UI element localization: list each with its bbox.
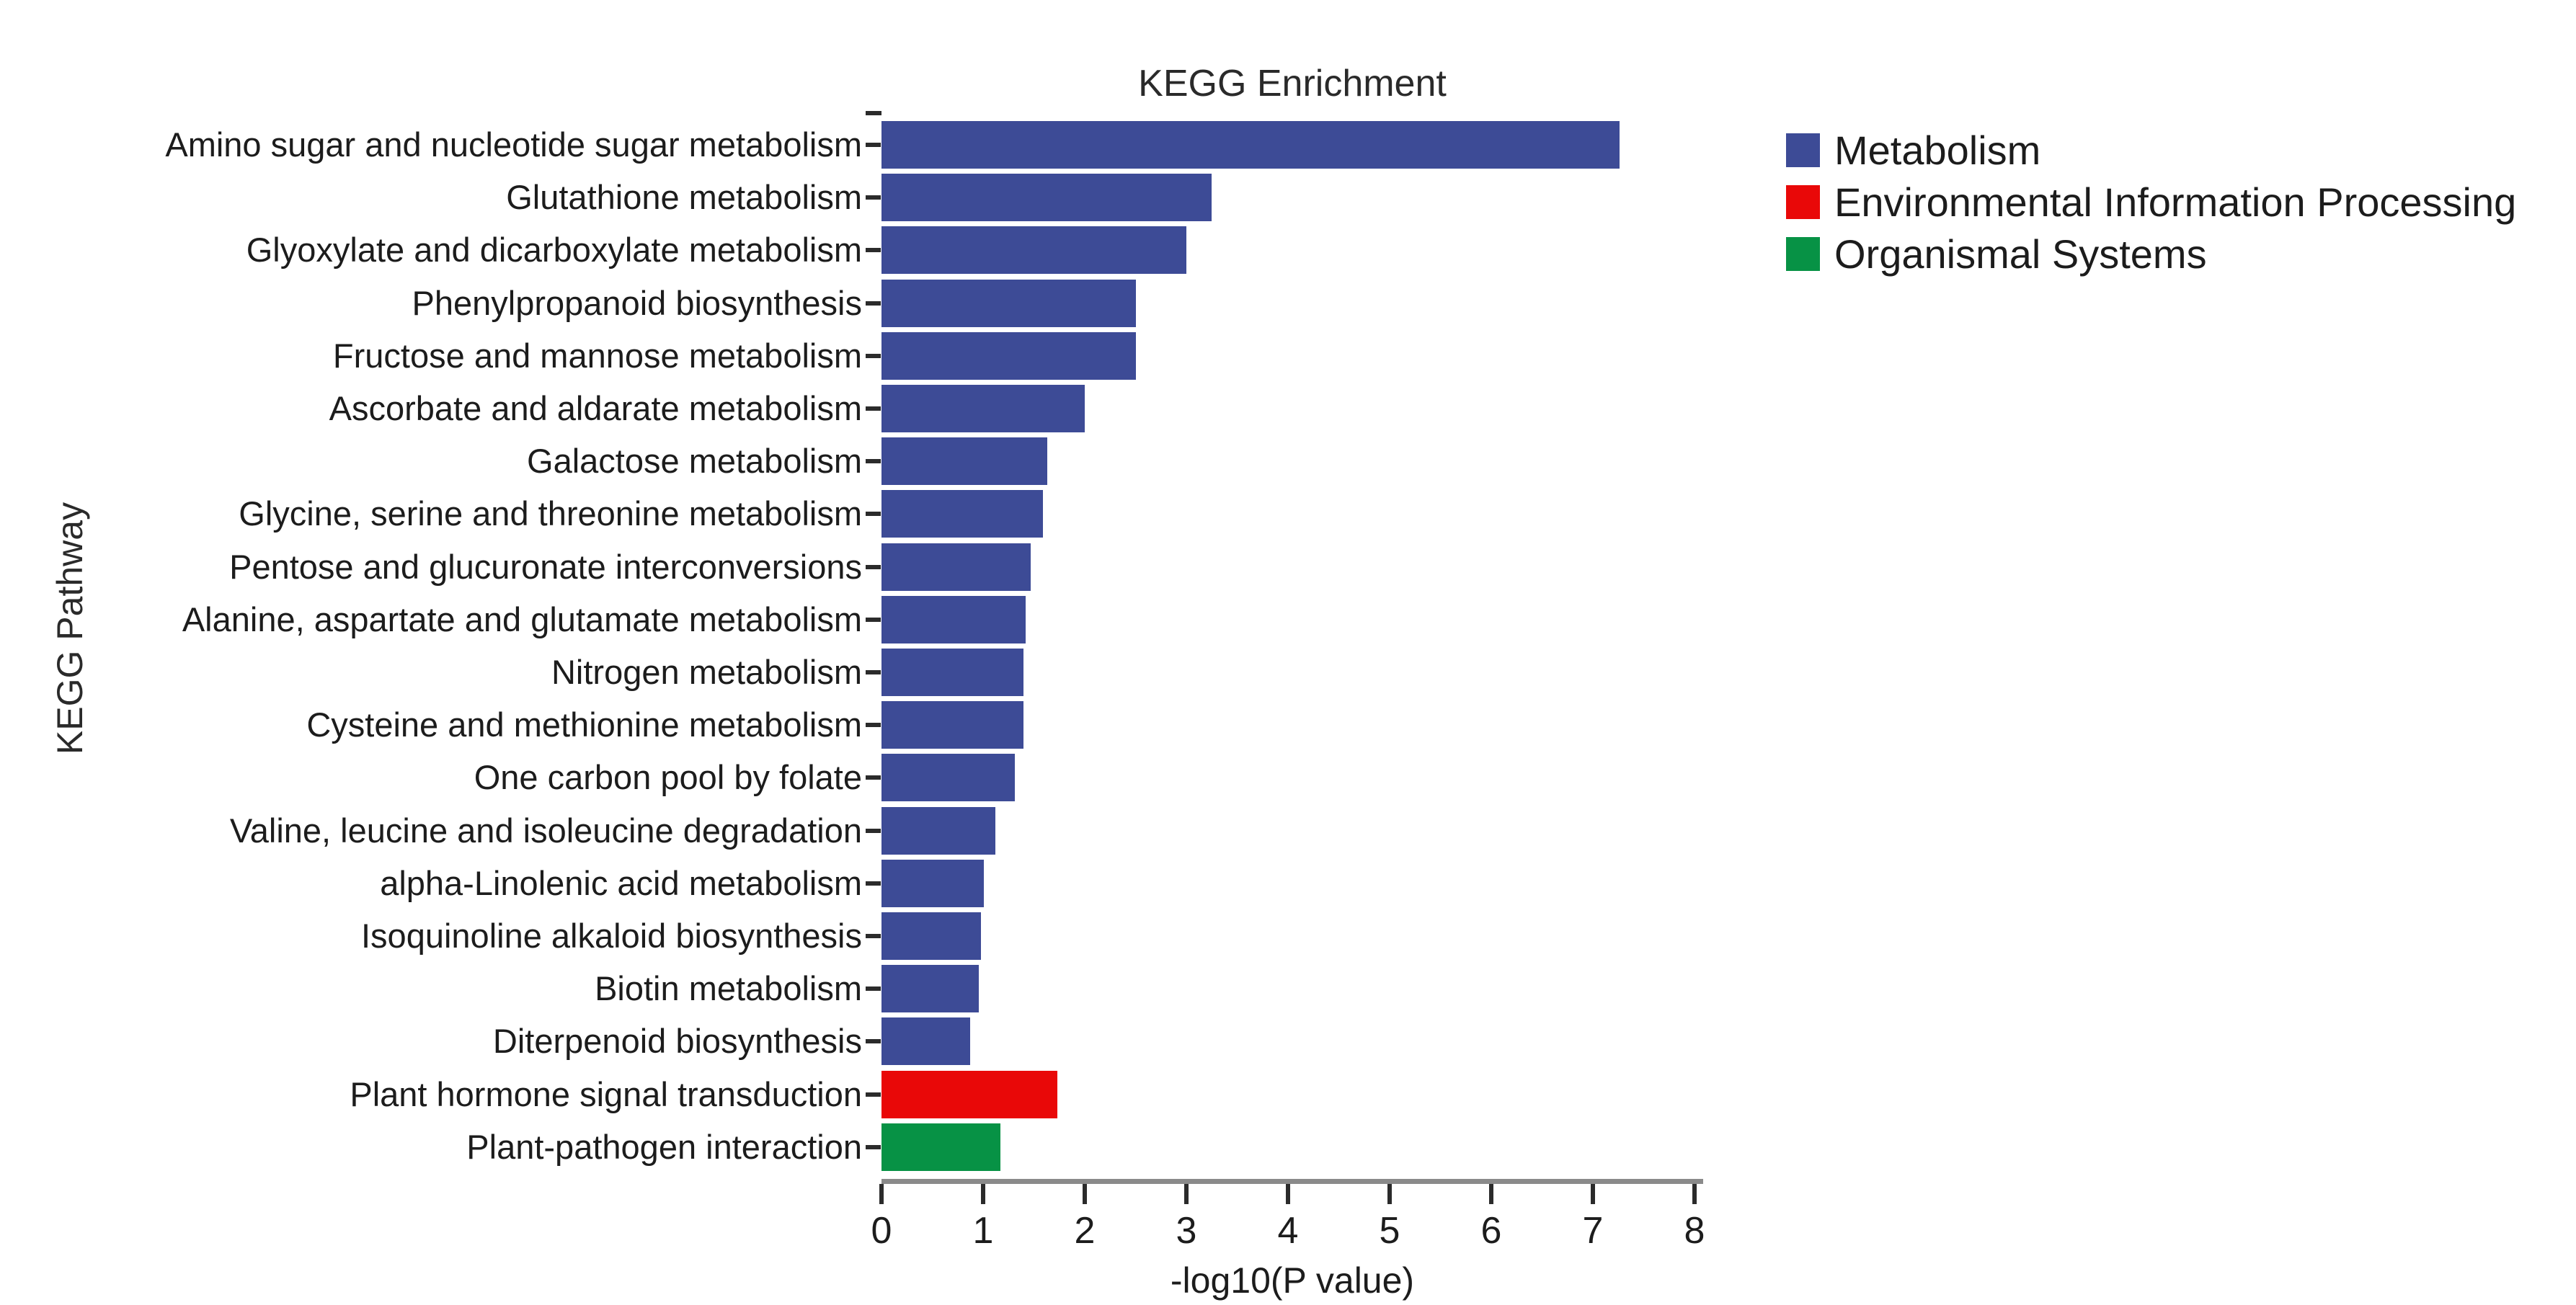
y-tick	[866, 512, 881, 517]
legend-label: Environmental Information Processing	[1834, 179, 2517, 225]
bar	[881, 1123, 1000, 1171]
legend-swatch	[1786, 184, 1820, 219]
y-tick	[866, 617, 881, 622]
category-label: alpha-Linolenic acid metabolism	[380, 863, 862, 902]
x-tick	[981, 1184, 985, 1204]
x-tick	[1387, 1184, 1392, 1204]
y-tick	[866, 406, 881, 411]
category-label: Ascorbate and aldarate metabolism	[329, 389, 862, 427]
y-tick	[866, 828, 881, 833]
category-label: Biotin metabolism	[595, 969, 862, 1008]
y-tick	[866, 723, 881, 728]
bar	[881, 965, 980, 1013]
category-label: Glyoxylate and dicarboxylate metabolism	[246, 231, 862, 270]
x-tick-label: 7	[1582, 1210, 1604, 1252]
x-tick-label: 0	[871, 1210, 892, 1252]
bar	[881, 754, 1015, 802]
x-tick	[1692, 1184, 1697, 1204]
y-tick	[866, 1092, 881, 1097]
y-tick	[866, 1144, 881, 1149]
category-label: Amino sugar and nucleotide sugar metabol…	[165, 125, 862, 164]
x-tick	[879, 1184, 884, 1204]
legend-label: Organismal Systems	[1834, 231, 2207, 277]
y-tick	[866, 143, 881, 147]
bar	[881, 543, 1031, 591]
legend: Metabolism Environmental Information Proc…	[1786, 128, 2516, 286]
category-label: Alanine, aspartate and glutamate metabol…	[182, 600, 862, 638]
bar	[881, 490, 1044, 538]
x-tick	[1083, 1184, 1087, 1204]
x-tick-label: 1	[972, 1210, 994, 1252]
y-tick	[866, 1039, 881, 1044]
y-tick	[866, 353, 881, 358]
bar	[881, 121, 1620, 169]
x-axis-title: -log10(P value)	[1170, 1260, 1415, 1301]
y-tick	[866, 300, 881, 306]
bar	[881, 437, 1047, 486]
bar	[881, 649, 1024, 696]
legend-swatch	[1786, 236, 1820, 271]
legend-label: Metabolism	[1834, 127, 2041, 173]
y-tick	[866, 195, 881, 200]
x-tick	[1286, 1184, 1290, 1204]
y-tick	[866, 986, 881, 992]
y-tick	[866, 564, 881, 569]
category-label: Isoquinoline alkaloid biosynthesis	[361, 917, 862, 955]
legend-row: Organismal Systems	[1786, 231, 2516, 277]
bar	[881, 859, 985, 907]
x-tick-label: 6	[1480, 1210, 1502, 1252]
x-tick	[1591, 1184, 1595, 1204]
legend-swatch	[1786, 133, 1820, 167]
category-label: Galactose metabolism	[527, 442, 862, 481]
y-axis-top-tick	[866, 111, 881, 115]
x-tick-label: 3	[1176, 1210, 1197, 1252]
x-tick-label: 2	[1074, 1210, 1096, 1252]
category-label: Glutathione metabolism	[506, 178, 862, 217]
legend-row: Environmental Information Processing	[1786, 179, 2516, 225]
bar	[881, 806, 995, 855]
y-tick	[866, 459, 881, 464]
category-label: Nitrogen metabolism	[551, 653, 862, 691]
chart-title: KEGG Enrichment	[1138, 63, 1447, 104]
bar	[881, 1070, 1057, 1118]
category-label: Diterpenoid biosynthesis	[492, 1022, 862, 1061]
bar	[881, 912, 982, 960]
x-tick-label: 5	[1379, 1210, 1400, 1252]
category-label: One carbon pool by folate	[474, 758, 862, 797]
category-label: Valine, leucine and isoleucine degradati…	[229, 811, 862, 850]
x-tick-label: 8	[1684, 1210, 1705, 1252]
category-label: Phenylpropanoid biosynthesis	[412, 283, 862, 322]
x-axis-line	[881, 1179, 1703, 1184]
bar	[881, 1017, 970, 1066]
category-label: Glycine, serine and threonine metabolism	[239, 494, 862, 533]
bar	[881, 595, 1026, 643]
x-tick	[1489, 1184, 1493, 1204]
bar	[881, 279, 1136, 327]
bar	[881, 331, 1136, 380]
legend-row: Metabolism	[1786, 128, 2516, 173]
bar	[881, 701, 1024, 749]
y-tick	[866, 775, 881, 780]
x-tick-label: 4	[1277, 1210, 1299, 1252]
y-tick	[866, 881, 881, 886]
category-label: Fructose and mannose metabolism	[332, 336, 862, 375]
bar	[881, 226, 1186, 275]
bar	[881, 174, 1212, 222]
x-tick	[1184, 1184, 1189, 1204]
category-label: Pentose and glucuronate interconversions	[229, 547, 862, 586]
y-tick	[866, 934, 881, 938]
bar	[881, 385, 1085, 432]
category-label: Plant-pathogen interaction	[466, 1127, 862, 1166]
y-tick	[866, 670, 881, 674]
y-tick	[866, 248, 881, 253]
category-label: Plant hormone signal transduction	[350, 1074, 862, 1113]
category-label: Cysteine and methionine metabolism	[306, 705, 862, 744]
